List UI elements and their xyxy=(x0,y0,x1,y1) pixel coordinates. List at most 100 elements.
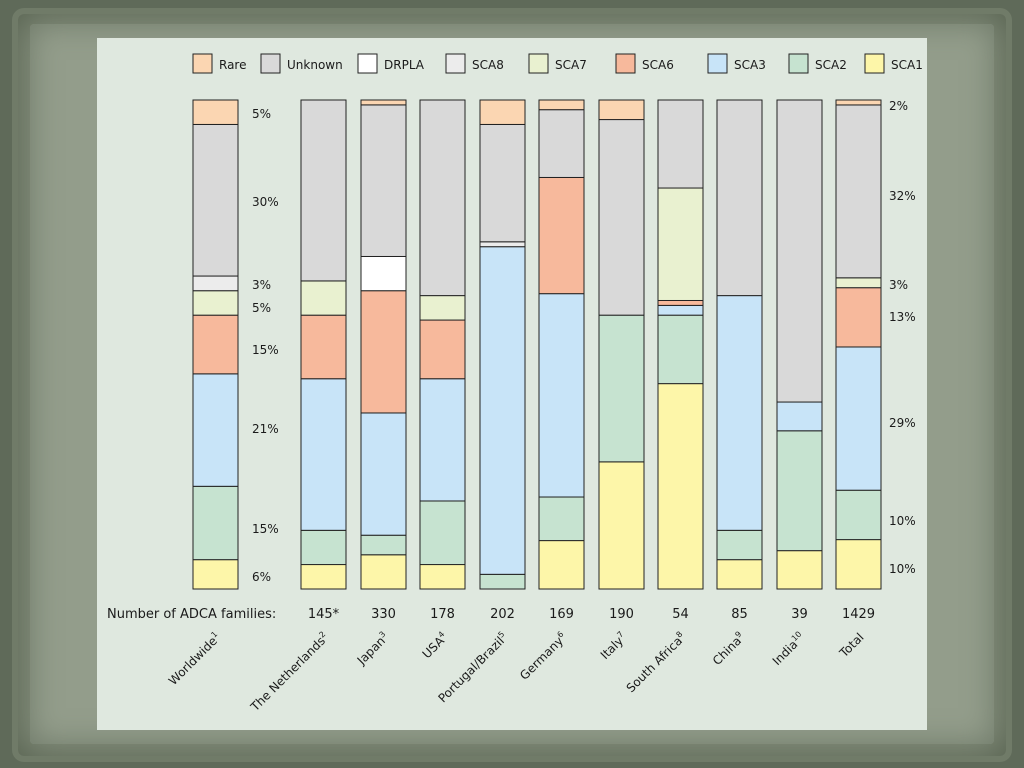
families-count: 202 xyxy=(490,607,515,622)
bar-segment-china9-unknown xyxy=(716,99,763,297)
category-label-total: Total xyxy=(836,630,866,660)
families-count: 330 xyxy=(371,607,396,622)
families-count: 190 xyxy=(609,607,634,622)
left-annotation: 5% xyxy=(252,301,271,315)
bar-segment-south-africa8-sca6 xyxy=(657,299,704,306)
bar-segment-japan3-sca2 xyxy=(360,534,407,556)
right-annotation: 2% xyxy=(889,99,908,113)
bar-segment-india10-sca3 xyxy=(776,401,823,432)
families-count: 145* xyxy=(308,607,340,622)
legend-swatch-drpla xyxy=(357,53,378,74)
bar-segment-total-sca1 xyxy=(835,539,882,590)
bar-segment-japan3-rare xyxy=(360,99,407,106)
bar-segment-worldwide1-rare xyxy=(192,99,239,125)
chart-panel: Rare Unknown DRPLA SCA8 SCA7 SCA6 SCA3 SCA2 SCA1… xyxy=(97,38,927,730)
bar-segment-total-sca2 xyxy=(835,489,882,541)
bar-segment-japan3-unknown xyxy=(360,104,407,257)
category-label-south-africa: South Africa8 xyxy=(623,630,689,696)
legend-swatch-sca6 xyxy=(615,53,636,74)
legend-label-drpla: DRPLA xyxy=(384,58,425,72)
category-label-japan: Japan3 xyxy=(353,630,392,669)
category-label-the-netherlands: The Netherlands2 xyxy=(247,630,332,715)
bar-segment-worldwide1-sca6 xyxy=(192,314,239,375)
category-label-worldwide: Worldwide1 xyxy=(165,630,223,688)
legend-swatch-rare xyxy=(192,53,213,74)
bar-segment-italy7-sca1 xyxy=(598,461,645,590)
bar-segment-china9-sca2 xyxy=(716,529,763,561)
bar-segment-usa4-sca1 xyxy=(419,564,466,590)
bar-segment-china9-sca3 xyxy=(716,295,763,531)
bar-segment-germany6-sca3 xyxy=(538,293,585,498)
bar-segment-south-africa8-sca3 xyxy=(657,304,704,316)
category-label-italy: Italy7 xyxy=(597,630,630,663)
bar-segment-total-rare xyxy=(835,99,882,106)
right-annotation: 10% xyxy=(889,562,916,576)
bar-segment-germany6-sca1 xyxy=(538,540,585,590)
category-label-germany: Germany6 xyxy=(516,630,569,683)
legend-swatch-sca7 xyxy=(528,53,549,74)
bar-segment-usa4-sca7 xyxy=(419,295,466,321)
bar-segment-japan3-sca3 xyxy=(360,412,407,536)
percent-annotations: 5% 30% 3% 5% 15% 21% 15% 6% 2% 32% 3% 13% 29% 10% 10% xyxy=(252,99,916,584)
bar-segment-germany6-unknown xyxy=(538,109,585,178)
legend-swatch-sca3 xyxy=(707,53,728,74)
left-annotation: 30% xyxy=(252,195,279,209)
bar-segment-usa4-sca2 xyxy=(419,500,466,566)
stacked-bar-chart: Rare Unknown DRPLA SCA8 SCA7 SCA6 SCA3 SCA2 SCA1… xyxy=(107,53,923,715)
right-annotation: 10% xyxy=(889,514,916,528)
legend-label-sca1: SCA1 xyxy=(891,58,923,72)
families-label: Number of ADCA families: xyxy=(107,607,276,622)
bar-segment-the-netherlands2-unknown xyxy=(300,99,347,282)
bar-segment-italy7-rare xyxy=(598,99,645,121)
legend-swatch-unknown xyxy=(260,53,281,74)
legend-swatch-sca8 xyxy=(445,53,466,74)
bar-segment-portugal-brazil5-unknown xyxy=(479,123,526,243)
families-count: 39 xyxy=(791,607,808,622)
bar-segment-india10-sca1 xyxy=(776,550,823,590)
bar-segment-worldwide1-sca3 xyxy=(192,373,239,487)
right-annotation: 13% xyxy=(889,310,916,324)
bar-segment-india10-unknown xyxy=(776,99,823,403)
left-annotation: 15% xyxy=(252,343,279,357)
bar-segment-china9-sca1 xyxy=(716,559,763,590)
bar-segment-the-netherlands2-sca3 xyxy=(300,378,347,531)
bar-segment-germany6-rare xyxy=(538,99,585,111)
bar-segment-the-netherlands2-sca7 xyxy=(300,280,347,316)
bar-segment-portugal-brazil5-sca8 xyxy=(479,241,526,248)
legend-label-sca6: SCA6 xyxy=(642,58,674,72)
families-count: 85 xyxy=(731,607,748,622)
category-label-india: India10 xyxy=(769,630,808,669)
category-label-china: China9 xyxy=(709,630,747,668)
families-count: 54 xyxy=(672,607,689,622)
bar-segment-usa4-unknown xyxy=(419,99,466,297)
legend-label-rare: Rare xyxy=(219,58,246,72)
bar-segment-the-netherlands2-sca2 xyxy=(300,529,347,566)
families-count: 1429 xyxy=(842,607,875,622)
bar-segment-portugal-brazil5-rare xyxy=(479,99,526,125)
bar-segment-worldwide1-sca2 xyxy=(192,485,239,561)
bar-segment-japan3-drpla xyxy=(360,255,407,292)
bar-segment-italy7-sca2 xyxy=(598,314,645,463)
right-annotation: 32% xyxy=(889,189,916,203)
bar-segment-south-africa8-sca2 xyxy=(657,314,704,385)
bar-segment-worldwide1-sca1 xyxy=(192,559,239,590)
bar-segment-south-africa8-sca1 xyxy=(657,383,704,590)
families-count: 178 xyxy=(430,607,455,622)
bar-segment-portugal-brazil5-sca2 xyxy=(479,573,526,590)
category-label-portugal-brazil: Portugal/Brazil5 xyxy=(435,630,511,706)
families-count: 169 xyxy=(549,607,574,622)
bar-segment-worldwide1-sca8 xyxy=(192,275,239,292)
bar-segment-germany6-sca6 xyxy=(538,176,585,295)
legend-label-sca3: SCA3 xyxy=(734,58,766,72)
left-annotation: 3% xyxy=(252,278,271,292)
legend-label-unknown: Unknown xyxy=(287,58,343,72)
bar-segment-south-africa8-unknown xyxy=(657,99,704,189)
bar-segment-the-netherlands2-sca1 xyxy=(300,564,347,590)
left-annotation: 6% xyxy=(252,570,271,584)
bar-segment-usa4-sca6 xyxy=(419,319,466,380)
bar-segment-germany6-sca2 xyxy=(538,496,585,542)
bar-segment-portugal-brazil5-sca3 xyxy=(479,246,526,575)
left-annotation: 21% xyxy=(252,422,279,436)
category-labels: Worldwide1 The Netherlands2 Japan3 USA4Port… xyxy=(165,630,867,715)
category-label-usa: USA4 xyxy=(419,630,451,662)
